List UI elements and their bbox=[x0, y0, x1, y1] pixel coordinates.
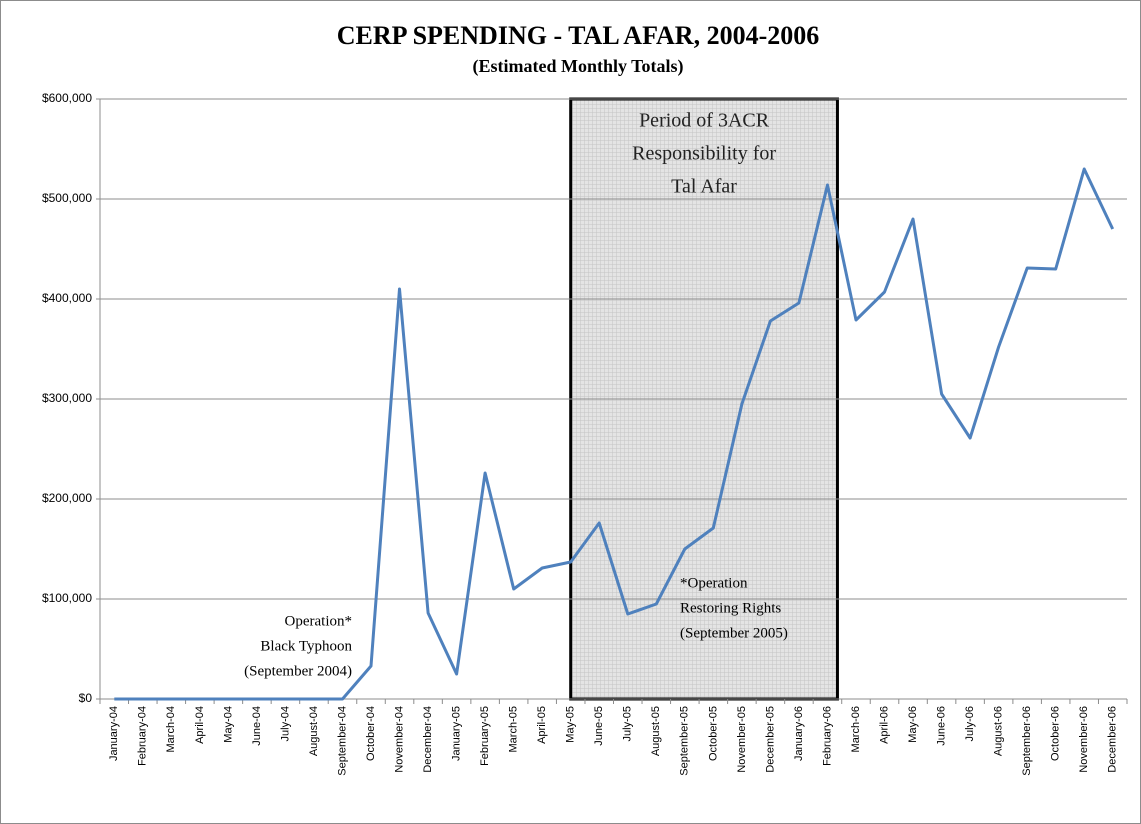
x-tick-label: July-06 bbox=[964, 706, 976, 741]
annotation: *Operation bbox=[680, 575, 748, 591]
y-tick-label: $600,000 bbox=[42, 91, 92, 105]
y-tick-label: $500,000 bbox=[42, 191, 92, 205]
x-tick-label: November-05 bbox=[736, 706, 748, 773]
data-line bbox=[114, 167, 1115, 701]
x-tick-label: April-06 bbox=[878, 706, 890, 744]
x-tick-label: September-05 bbox=[679, 706, 691, 776]
x-tick-label: August-05 bbox=[650, 706, 662, 756]
y-tick-label: $200,000 bbox=[42, 491, 92, 505]
x-tick-label: July-05 bbox=[622, 706, 634, 741]
x-tick-label: December-04 bbox=[422, 706, 434, 773]
x-tick-label: December-06 bbox=[1107, 706, 1119, 773]
x-tick-label: March-06 bbox=[850, 706, 862, 752]
y-tick-label: $0 bbox=[79, 691, 93, 705]
x-tick-label: May-05 bbox=[565, 706, 577, 743]
x-tick-label: August-06 bbox=[993, 706, 1005, 756]
chart-title: CERP SPENDING - TAL AFAR, 2004-2006 bbox=[337, 21, 820, 50]
x-tick-label: September-04 bbox=[336, 706, 348, 776]
annotation: Period of 3ACR bbox=[639, 110, 770, 132]
annotation: Restoring Rights bbox=[680, 600, 781, 616]
y-tick-label: $400,000 bbox=[42, 291, 92, 305]
x-tick-label: October-04 bbox=[365, 706, 377, 761]
x-tick-label: May-06 bbox=[907, 706, 919, 743]
annotation: Black Typhoon bbox=[260, 638, 352, 654]
x-tick-label: October-06 bbox=[1050, 706, 1062, 761]
x-tick-label: June-05 bbox=[593, 706, 605, 746]
x-tick-label: March-04 bbox=[165, 706, 177, 752]
x-tick-label: February-05 bbox=[479, 706, 491, 766]
x-tick-label: July-04 bbox=[279, 706, 291, 741]
x-tick-label: January-04 bbox=[108, 706, 120, 761]
x-tick-label: February-06 bbox=[821, 706, 833, 766]
x-tick-label: August-04 bbox=[308, 706, 320, 756]
x-tick-label: May-04 bbox=[222, 706, 234, 743]
x-tick-label: January-05 bbox=[451, 706, 463, 761]
x-tick-label: December-05 bbox=[764, 706, 776, 773]
x-tick-label: April-04 bbox=[194, 706, 206, 744]
x-tick-label: January-06 bbox=[793, 706, 805, 761]
annotation: (September 2005) bbox=[680, 625, 788, 641]
x-tick-label: June-06 bbox=[935, 706, 947, 746]
x-tick-label: October-05 bbox=[707, 706, 719, 761]
annotation: Responsibility for bbox=[632, 143, 776, 165]
x-tick-label: June-04 bbox=[251, 706, 263, 746]
y-tick-label: $300,000 bbox=[42, 391, 92, 405]
x-tick-label: February-04 bbox=[137, 706, 149, 766]
annotation: Operation* bbox=[285, 613, 352, 629]
annotation: Tal Afar bbox=[671, 176, 737, 198]
x-tick-label: September-06 bbox=[1021, 706, 1033, 776]
chart-subtitle: (Estimated Monthly Totals) bbox=[472, 56, 683, 77]
x-tick-label: April-05 bbox=[536, 706, 548, 744]
x-tick-label: March-05 bbox=[508, 706, 520, 752]
y-tick-label: $100,000 bbox=[42, 591, 92, 605]
annotation: (September 2004) bbox=[244, 663, 352, 679]
x-tick-label: November-06 bbox=[1078, 706, 1090, 773]
x-tick-label: November-04 bbox=[393, 706, 405, 773]
